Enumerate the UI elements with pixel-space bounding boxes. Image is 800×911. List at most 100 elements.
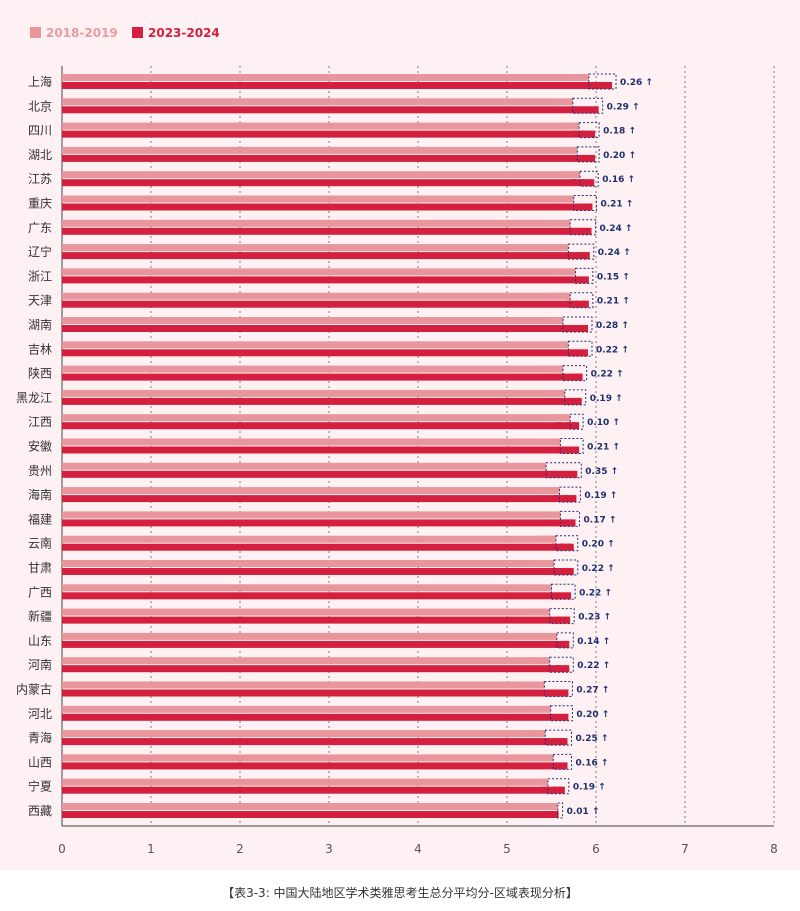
difference-box [569,413,584,430]
value-label-2018-2019: 5.71 [549,219,568,229]
value-label-2018-2019: 5.71 [549,414,568,424]
bar-row: 贵州 5.44 5.79 0.35 ↑ [28,462,618,480]
bar-2018-2019 [62,122,580,130]
bar-2018-2019 [62,98,573,106]
value-label-2018-2019: 5.69 [547,341,566,351]
difference-box [564,389,587,406]
bar-row: 天津 5.715.92 0.21 ↑ [28,292,630,310]
difference-box [543,681,573,697]
difference-label: 0.17 ↑ [584,515,617,525]
category-label: 新疆 [28,609,52,624]
value-label-2018-2019: 5.65 [544,389,563,399]
bar-2018-2019 [62,511,561,519]
value-label-2018-2019: 5.60 [539,511,558,521]
bar-2018-2019 [62,730,546,738]
x-tick-label: 1 [147,842,155,856]
difference-box [559,438,584,454]
bar-2018-2019 [62,487,560,495]
value-label-2023-2024: 5.70 [546,665,567,675]
category-label: 北京 [28,99,52,113]
x-tick-label: 3 [325,842,333,856]
category-label: 山东 [28,634,52,648]
difference-box [551,583,576,600]
category-label: 贵州 [28,464,52,478]
value-label-2018-2019: 5.63 [542,365,561,375]
difference-label: 0.22 ↑ [591,370,624,380]
category-label: 青海 [28,730,52,745]
bar-row: 宁夏 5.465.65 0.19 ↑ [28,778,606,796]
bar-2023-2024 [62,252,590,260]
difference-box [588,73,617,90]
legend-swatch-2023-2024 [132,27,143,38]
value-label-2018-2019: 5.81 [558,122,577,132]
value-label-2018-2019: 5.48 [529,657,548,667]
legend: 2018-2019 2023-2024 [30,26,220,40]
x-tick-label: 8 [770,842,778,856]
bar-row: 广西 5.505.72 0.22 ↑ [28,583,612,602]
value-label-2018-2019: 5.43 [524,730,543,740]
bar-row: 吉林 5.695.91 0.22 ↑ [28,340,629,359]
category-label: 湖南 [28,317,52,332]
x-tick-label: 0 [58,842,66,856]
value-label-2023-2024: 5.68 [545,738,566,748]
value-label-2018-2019: 5.82 [559,171,578,181]
difference-label: 0.19 ↑ [573,783,606,793]
value-label-2018-2019: 5.48 [529,608,548,618]
bar-row: 安徽 5.605.81 0.21 ↑ [28,438,620,456]
value-label-2023-2024: 5.92 [566,276,587,286]
category-label: 四川 [28,124,52,138]
bar-2023-2024 [62,325,588,332]
bar-row: 辽宁 5.695.93 0.24 ↑ [28,243,631,262]
value-label-2023-2024: 5.91 [565,349,586,359]
bar-2023-2024 [62,543,574,551]
bar-row: 重庆 5.755.96 0.21 ↑ [28,195,633,213]
bar-2023-2024 [62,422,580,430]
bar-2023-2024 [62,300,589,308]
difference-box [579,170,599,187]
bar-2023-2024 [62,82,613,89]
bar-2023-2024 [62,154,596,162]
category-label: 河北 [28,707,52,721]
bar-row: 黑龙江 5.655.84 0.19 ↑ [16,389,623,407]
difference-box [555,535,579,552]
category-label: 宁夏 [28,779,52,794]
bar-row: 陕西 5.635.85 0.22 ↑ [28,365,624,383]
difference-label: 0.21 ↑ [587,443,620,453]
bar-2023-2024 [62,592,572,600]
bar-2023-2024 [62,762,568,770]
category-label: 甘肃 [28,561,52,575]
category-label: 浙江 [28,269,52,283]
bar-2023-2024 [62,397,582,405]
difference-label: 0.22 ↑ [596,345,629,355]
bar-2018-2019 [62,389,565,397]
difference-box [578,122,600,139]
value-label-2023-2024: 5.92 [566,300,587,310]
value-label-2023-2024: 5.99 [572,130,593,140]
value-label-2018-2019: 5.50 [531,584,550,594]
category-label: 海南 [28,487,52,502]
value-label-2023-2024: 5.77 [553,519,574,529]
bar-row: 广东 5.715.95 0.24 ↑ [28,219,632,237]
value-label-2023-2024: 5.69 [545,689,566,699]
value-label-2018-2019: 5.69 [547,244,566,254]
value-label-2018-2019: 5.56 [536,632,555,642]
bar-row: 四川 5.815.99 0.18 ↑ [28,122,636,140]
value-label-2023-2024: 5.75 [551,568,572,578]
value-label-2023-2024: 5.65 [542,786,563,796]
bar-2023-2024 [62,470,578,478]
value-label-2023-2024: 5.84 [559,397,580,407]
bar-2018-2019 [62,560,555,567]
bar-2023-2024 [62,179,595,187]
category-label: 河南 [28,657,52,672]
bar-row: 甘肃 5.535.75 0.22 ↑ [28,559,615,578]
bar-row: 新疆 5.485.71 0.23 ↑ [28,608,611,626]
difference-label: 0.20 ↑ [603,151,636,161]
difference-label: 0.25 ↑ [576,734,609,744]
bar-2018-2019 [62,803,558,810]
bar-2018-2019 [62,778,548,786]
difference-label: 0.18 ↑ [603,127,636,137]
legend-label-2023-2024: 2023-2024 [148,26,220,40]
bar-2018-2019 [62,632,557,640]
difference-box [547,778,570,795]
difference-label: 0.21 ↑ [600,200,633,210]
